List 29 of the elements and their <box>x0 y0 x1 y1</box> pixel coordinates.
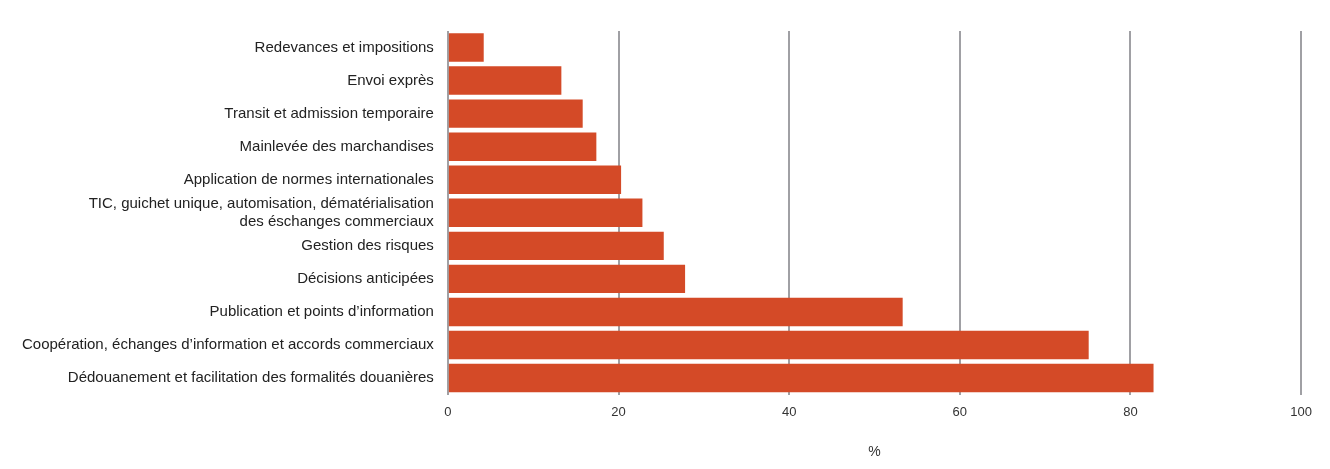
x-tick-label: 20 <box>611 403 626 419</box>
bar <box>448 297 903 327</box>
y-tick-label: Gestion des risques <box>301 236 434 253</box>
x-axis-title: % <box>868 443 881 460</box>
bar <box>448 66 562 95</box>
x-tick-label: 100 <box>1290 403 1313 419</box>
y-tick-label: Transit et admission temporaire <box>224 103 434 121</box>
y-tick-label: Publication et points d’information <box>209 302 434 320</box>
y-tick-label: Redevances et impositions <box>254 37 434 55</box>
y-tick-label: Envoi exprès <box>347 70 434 88</box>
y-tick-label: Dédouanement et facilitation des formalités douanières <box>67 368 434 386</box>
x-tick-label: 40 <box>781 403 797 419</box>
bar <box>448 165 622 194</box>
y-tick-label: Mainlevée des marchandises <box>239 136 434 154</box>
bar <box>448 33 484 62</box>
y-tick-label: Application de normes internationales <box>183 169 434 187</box>
x-tick-label: 80 <box>1123 403 1138 419</box>
y-tick-label: Décisions anticipées <box>297 269 434 287</box>
bar <box>448 330 1089 360</box>
x-tick-label: 60 <box>952 403 968 419</box>
bar <box>448 99 583 128</box>
y-tick-label: TIC, guichet unique, automisation, dématérialisation des éschanges commerciaux <box>88 193 435 229</box>
bar <box>448 132 597 161</box>
y-tick-label: Coopération, échanges d’information et accords commerciaux <box>21 335 435 353</box>
bar <box>448 264 686 294</box>
bar <box>448 363 1154 393</box>
x-tick-label: 0 <box>444 403 452 419</box>
bar <box>448 231 664 261</box>
bar <box>448 198 643 228</box>
